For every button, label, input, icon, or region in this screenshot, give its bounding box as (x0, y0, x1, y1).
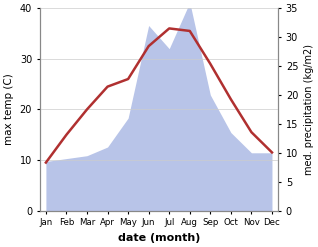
X-axis label: date (month): date (month) (118, 233, 200, 243)
Y-axis label: med. precipitation (kg/m2): med. precipitation (kg/m2) (304, 44, 314, 175)
Y-axis label: max temp (C): max temp (C) (4, 74, 14, 145)
